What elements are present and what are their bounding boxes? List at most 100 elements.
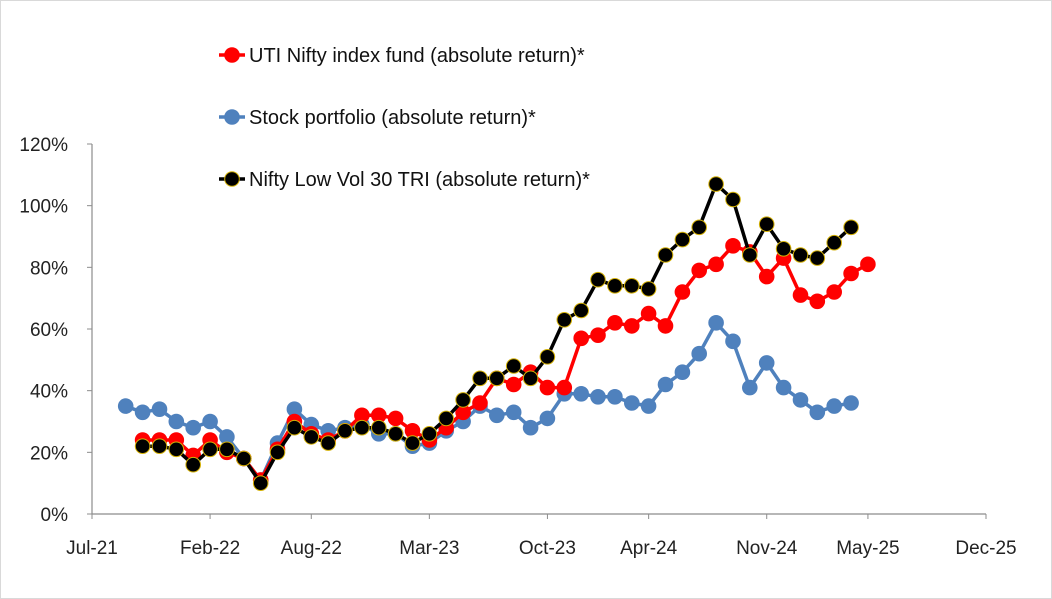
data-point — [404, 435, 421, 451]
y-tick-label: 0% — [41, 505, 69, 526]
data-point — [624, 318, 640, 334]
data-point — [151, 401, 168, 418]
y-tick-label: 80% — [30, 258, 68, 279]
data-point — [590, 327, 606, 344]
legend-label: Stock portfolio (absolute return)* — [249, 107, 536, 129]
data-point — [843, 219, 859, 236]
x-tick-label: Aug-22 — [281, 538, 342, 559]
y-tick-label: 100% — [19, 197, 68, 218]
data-point — [792, 287, 809, 303]
data-point — [843, 395, 859, 411]
data-point — [758, 355, 775, 371]
x-tick-label: Dec-25 — [955, 538, 1016, 559]
data-point — [522, 419, 539, 436]
x-tick-label: Jul-21 — [66, 538, 118, 559]
data-point — [725, 191, 741, 208]
data-point — [860, 256, 876, 273]
data-point — [607, 389, 623, 405]
y-tick-label: 40% — [30, 382, 68, 403]
data-point — [489, 370, 505, 387]
legend-swatch-marker — [224, 47, 240, 63]
data-point — [573, 386, 590, 402]
data-point — [826, 234, 843, 251]
data-point — [505, 404, 522, 421]
data-point — [505, 376, 522, 393]
data-point — [758, 268, 775, 285]
data-point — [624, 395, 640, 411]
data-point — [624, 278, 640, 294]
y-tick-label: 120% — [19, 135, 68, 156]
data-point — [674, 231, 691, 248]
data-point — [472, 395, 488, 411]
data-point — [151, 438, 168, 455]
data-point — [320, 435, 337, 451]
data-point — [742, 247, 758, 263]
data-point — [556, 312, 573, 328]
data-point — [725, 238, 741, 254]
x-tick-label: Feb-22 — [180, 538, 240, 559]
data-point — [421, 426, 438, 442]
data-point — [792, 247, 809, 263]
data-point — [168, 441, 185, 458]
data-point — [303, 429, 320, 445]
data-point — [286, 419, 303, 436]
data-point — [455, 392, 471, 408]
data-point — [792, 392, 809, 408]
data-point — [607, 278, 623, 294]
data-point — [775, 241, 792, 257]
legend-item: Nifty Low Vol 30 TRI (absolute return)* — [219, 169, 590, 191]
data-point — [725, 333, 741, 350]
data-point — [269, 444, 286, 461]
data-point — [657, 247, 674, 263]
legend-swatch-marker — [224, 109, 240, 125]
data-point — [590, 271, 606, 288]
data-point — [843, 265, 859, 282]
data-point — [202, 413, 218, 430]
data-point — [472, 370, 488, 387]
x-tick-label: May-25 — [836, 538, 899, 559]
legend-label: Nifty Low Vol 30 TRI (absolute return)* — [249, 169, 590, 191]
data-point — [657, 376, 674, 393]
data-point — [674, 284, 691, 300]
data-point — [354, 419, 370, 436]
data-point — [556, 379, 573, 396]
data-point — [691, 219, 708, 236]
data-point — [387, 426, 404, 442]
data-point — [691, 262, 708, 279]
data-point — [640, 305, 657, 322]
series-line — [142, 182, 853, 485]
data-point — [185, 419, 201, 436]
data-point — [657, 318, 674, 334]
x-tick-label: Mar-23 — [399, 538, 459, 559]
data-point — [691, 345, 708, 362]
legend-item: UTI Nifty index fund (absolute return)* — [219, 45, 585, 67]
data-point — [826, 398, 843, 414]
data-point — [134, 438, 151, 455]
x-tick-label: Oct-23 — [519, 538, 576, 559]
data-point — [826, 284, 843, 300]
data-point — [809, 404, 826, 421]
data-point — [185, 456, 201, 473]
data-point — [775, 379, 792, 396]
legend-item: Stock portfolio (absolute return)* — [219, 107, 536, 129]
y-tick-label: 20% — [30, 443, 68, 464]
legend-label: UTI Nifty index fund (absolute return)* — [249, 45, 585, 67]
data-point — [489, 407, 505, 424]
data-point — [708, 256, 724, 273]
data-point — [809, 293, 826, 310]
data-point — [219, 441, 235, 458]
x-tick-label: Nov-24 — [736, 538, 798, 559]
data-point — [117, 398, 134, 414]
data-point — [505, 358, 522, 374]
data-point — [742, 379, 758, 396]
data-point — [252, 475, 269, 492]
data-point — [236, 450, 252, 467]
y-tick-label: 60% — [30, 320, 68, 341]
series-2 — [134, 176, 859, 492]
x-tick-label: Apr-24 — [620, 538, 677, 559]
data-point — [640, 398, 657, 414]
data-point — [134, 404, 151, 421]
data-point — [371, 419, 387, 436]
